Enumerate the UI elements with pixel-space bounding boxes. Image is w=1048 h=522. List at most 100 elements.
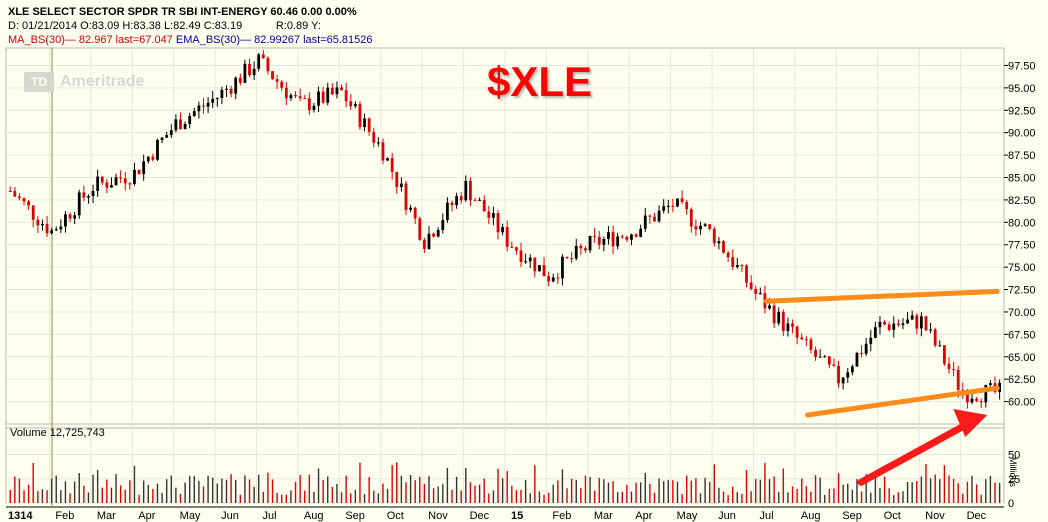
candle-body xyxy=(671,205,675,207)
candle-body xyxy=(266,58,270,72)
ticker-annotation: $XLE xyxy=(487,58,593,105)
candle-body xyxy=(386,158,389,161)
candle-body xyxy=(740,265,744,267)
candle-body xyxy=(275,79,279,82)
candle-body xyxy=(551,277,555,282)
candle-body xyxy=(952,369,955,371)
candle-body xyxy=(418,218,422,240)
x-tick-label: Oct xyxy=(387,510,404,522)
candle-body xyxy=(837,365,840,384)
candle-body xyxy=(648,215,652,217)
candle-body xyxy=(404,183,408,210)
candle-body xyxy=(459,196,463,201)
candle-body xyxy=(64,214,67,227)
price-tick-label: 75.00 xyxy=(1008,262,1036,274)
candle-body xyxy=(832,364,836,366)
candle-body xyxy=(528,257,532,262)
x-tick-label: 1314 xyxy=(8,510,33,522)
candle-body xyxy=(123,178,127,184)
candle-body xyxy=(183,123,187,130)
x-tick-label: May xyxy=(180,510,201,522)
candle-body xyxy=(455,196,458,206)
candle-body xyxy=(59,226,63,230)
candle-body xyxy=(901,323,905,326)
candle-body xyxy=(639,228,643,237)
candle-body xyxy=(818,356,822,358)
x-tick-label: Jul xyxy=(263,510,277,522)
ohlc-values: D: 01/21/2014 O:83.09 H:83.38 L:82.49 C:… xyxy=(8,20,243,32)
candle-body xyxy=(142,161,146,175)
candle-body xyxy=(938,345,942,347)
candle-body xyxy=(436,229,440,237)
candle-body xyxy=(100,176,104,183)
candle-body xyxy=(73,215,77,219)
x-tick-label: Dec xyxy=(967,510,987,522)
candle-body xyxy=(781,311,785,331)
x-tick-label: Sep xyxy=(842,510,862,522)
candle-body xyxy=(188,115,192,124)
candle-body xyxy=(96,176,100,191)
candle-body xyxy=(611,232,615,247)
candle-body xyxy=(929,329,932,331)
candle-body xyxy=(54,229,58,231)
x-tick-label: Apr xyxy=(635,510,652,522)
candle-body xyxy=(413,207,417,219)
candle-body xyxy=(625,237,629,240)
candle-body xyxy=(271,71,274,80)
candle-body xyxy=(114,177,118,186)
candle-body xyxy=(616,236,620,247)
volume-label: Volume 12,725,743 xyxy=(10,427,105,439)
chart-title: XLE SELECT SECTOR SPDR TR SBI INT-ENERGY… xyxy=(8,6,357,18)
candle-body xyxy=(294,95,297,97)
candle-body xyxy=(505,227,509,247)
candle-body xyxy=(777,311,781,324)
candle-body xyxy=(984,385,988,403)
candle-body xyxy=(496,213,500,233)
candle-body xyxy=(942,345,946,364)
candle-body xyxy=(13,191,17,197)
candle-body xyxy=(280,81,284,88)
candle-body xyxy=(464,180,468,201)
candle-body xyxy=(487,211,491,218)
candle-body xyxy=(409,207,412,210)
candle-body xyxy=(41,223,44,226)
x-tick-label: Jun xyxy=(221,510,239,522)
candle-body xyxy=(18,196,21,199)
candle-body xyxy=(27,201,31,206)
candle-body xyxy=(915,315,919,329)
candle-body xyxy=(731,257,735,268)
price-tick-label: 60.00 xyxy=(1008,397,1036,409)
candle-body xyxy=(846,372,850,378)
candle-body xyxy=(896,323,900,326)
candle-body xyxy=(206,102,210,107)
candle-body xyxy=(215,97,219,99)
ma-label: MA_BS(30) xyxy=(8,34,65,46)
candle-body xyxy=(358,104,362,128)
candle-body xyxy=(110,185,113,188)
x-tick-label: Feb xyxy=(55,510,74,522)
candle-body xyxy=(579,245,583,249)
x-tick-label: Nov xyxy=(925,510,945,522)
candle-body xyxy=(492,213,495,218)
candle-body xyxy=(257,54,261,69)
x-tick-label: Jul xyxy=(760,510,774,522)
candle-body xyxy=(855,352,859,367)
price-tick-label: 67.50 xyxy=(1008,329,1036,341)
candle-body xyxy=(501,227,505,233)
price-tick-label: 72.50 xyxy=(1008,285,1036,297)
candle-body xyxy=(82,192,86,198)
candle-body xyxy=(666,205,670,207)
candle-body xyxy=(326,87,330,103)
ameritrade-watermark: TD Ameritrade xyxy=(24,72,144,92)
candle-body xyxy=(197,105,201,112)
candle-body xyxy=(712,228,716,244)
candle-body xyxy=(77,192,81,216)
candle-body xyxy=(584,248,587,251)
x-tick-label: Mar xyxy=(594,510,613,522)
candle-body xyxy=(432,233,435,237)
candle-body xyxy=(956,369,960,390)
candle-body xyxy=(36,219,40,226)
x-tick-label: Apr xyxy=(138,510,155,522)
price-tick-label: 65.00 xyxy=(1008,352,1036,364)
